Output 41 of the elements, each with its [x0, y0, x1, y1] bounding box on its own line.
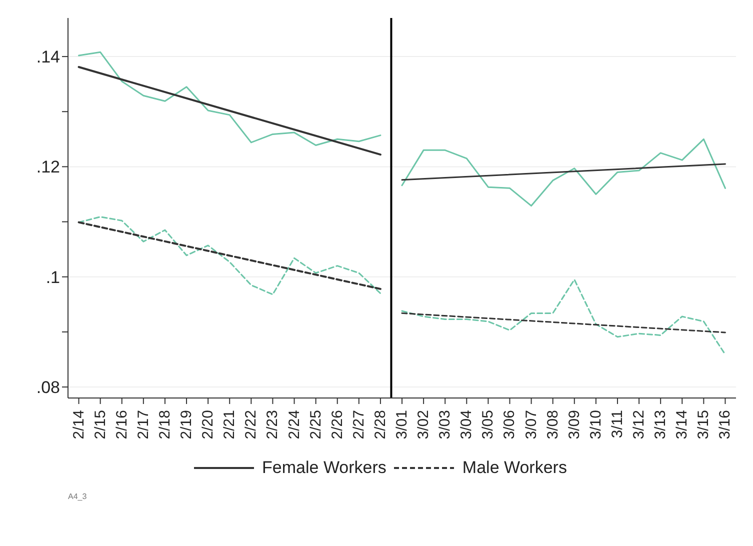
x-tick-label: 3/07 — [522, 410, 540, 440]
x-tick-label: 3/03 — [436, 410, 454, 440]
x-tick-label: 2/18 — [156, 410, 174, 440]
y-tick-label: .12 — [36, 158, 60, 177]
text: A4_3 — [68, 492, 88, 501]
x-tick-label: 2/20 — [200, 410, 217, 440]
line-series — [401, 138, 726, 207]
x-tick-label: 2/24 — [286, 410, 303, 440]
x-tick-label: 2/16 — [113, 410, 130, 440]
x-tick-label: 3/04 — [458, 410, 476, 440]
legend-label: Female Workers — [262, 458, 386, 478]
y-tick-label: .08 — [36, 378, 60, 398]
x-tick-label: 3/16 — [716, 410, 734, 440]
y-tick-label: .1 — [46, 268, 60, 287]
x-tick-label: 3/09 — [566, 410, 583, 440]
x-tick-label: 3/13 — [652, 410, 670, 440]
legend-label: Male Workers — [462, 458, 567, 478]
x-tick-label: 3/02 — [415, 410, 432, 440]
x-tick-label: 2/19 — [178, 410, 196, 440]
x-tick-label: 2/22 — [242, 410, 260, 440]
x-tick-label: 2/23 — [264, 410, 282, 440]
x-tick-label: 2/15 — [92, 410, 109, 440]
x-tick-label: 2/26 — [328, 410, 346, 440]
x-tick-label: 3/12 — [630, 410, 648, 440]
line-series — [78, 51, 382, 146]
x-tick-label: 3/08 — [544, 410, 562, 440]
line-series — [401, 278, 726, 356]
x-tick-label: 3/14 — [674, 410, 691, 440]
x-tick-label: 3/15 — [695, 410, 712, 440]
x-tick-label: 2/28 — [372, 410, 389, 440]
x-tick-label: 2/25 — [307, 410, 324, 440]
x-tick-label: 3/01 — [394, 410, 410, 440]
x-tick-label: 2/27 — [350, 410, 368, 440]
x-tick-label: 2/17 — [134, 410, 152, 440]
x-tick-label: 2/21 — [221, 410, 238, 440]
x-tick-label: 2/14 — [70, 410, 88, 440]
x-tick-label: 3/10 — [587, 410, 604, 440]
x-tick-label: 3/05 — [480, 410, 497, 440]
x-tick-label: 3/11 — [608, 410, 626, 438]
x-tick-label: 3/06 — [501, 410, 518, 440]
y-tick-label: .14 — [36, 48, 60, 67]
